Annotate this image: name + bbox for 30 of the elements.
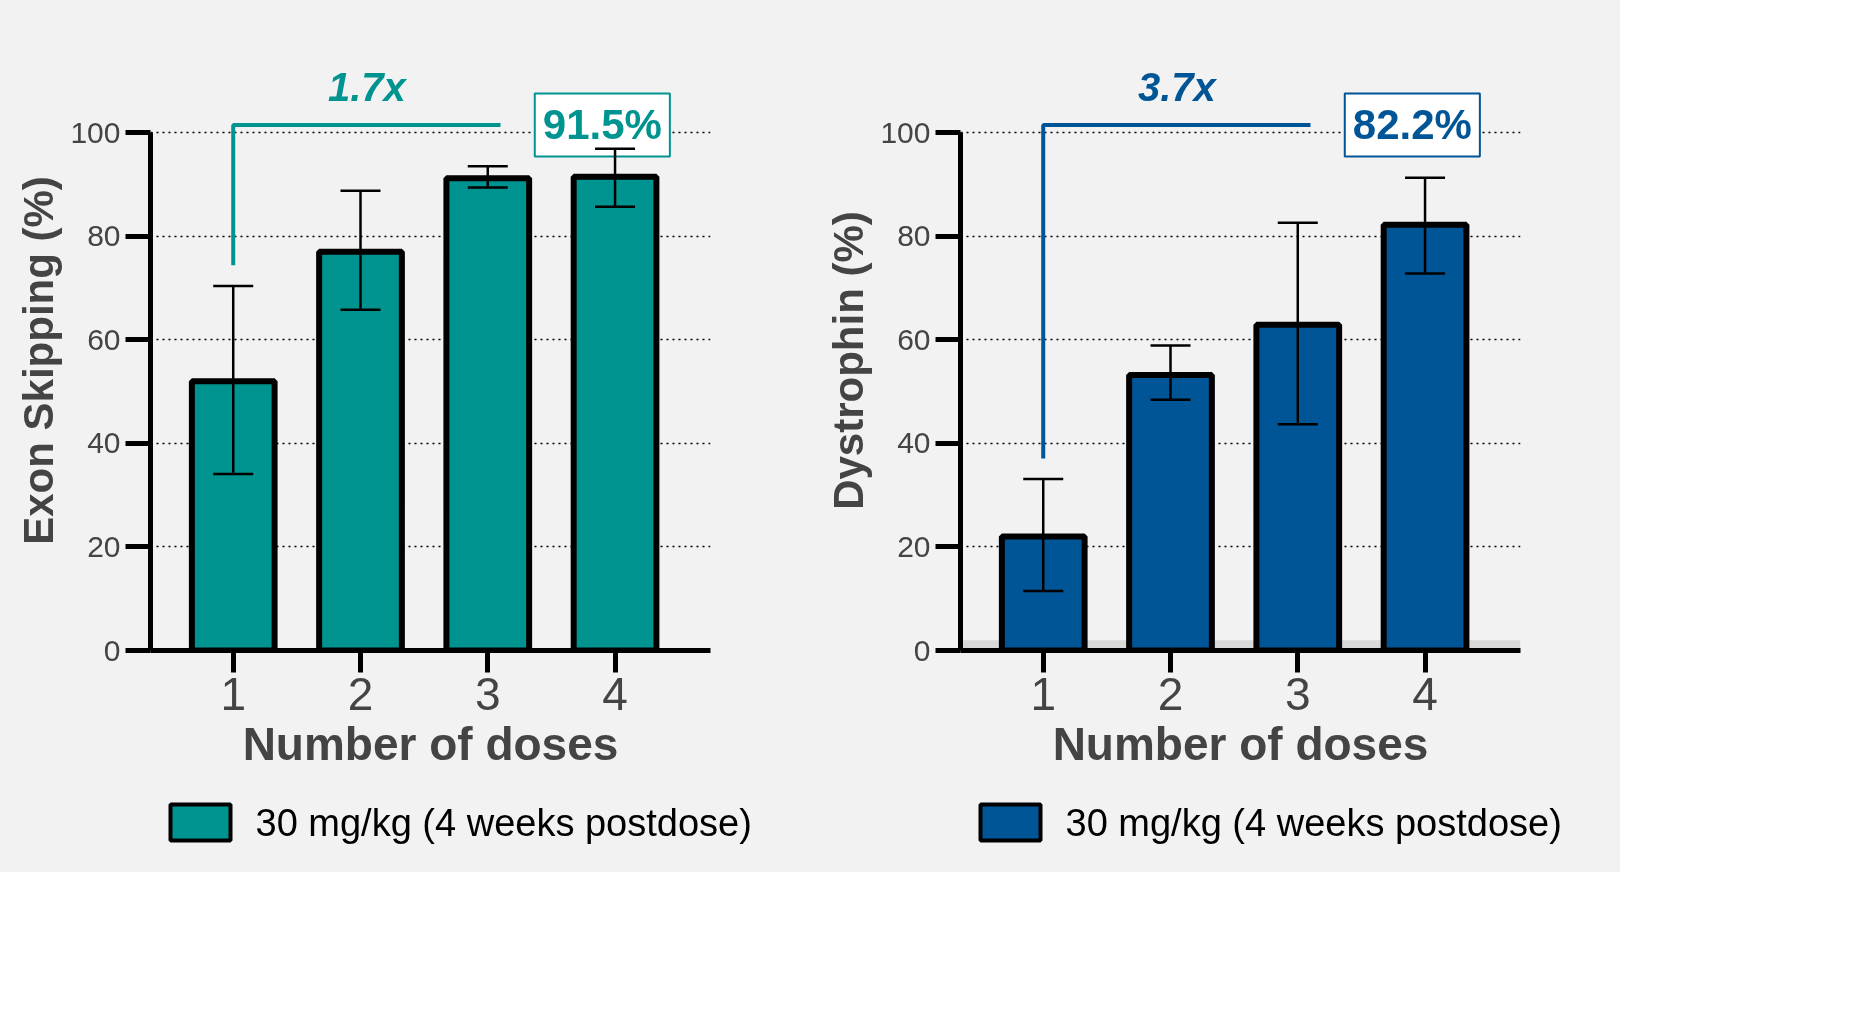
y-tick-label: 40: [897, 426, 931, 460]
annotation: 82.2%: [1352, 101, 1472, 149]
x-axis-title: Number of doses: [1052, 717, 1429, 770]
y-tick-label: 0: [913, 633, 931, 667]
x-tick-label: 1: [1030, 667, 1057, 720]
y-tick-label: 80: [897, 219, 931, 253]
x-tick-label: 4: [1412, 667, 1438, 720]
text: 1.7x: [327, 65, 408, 110]
x-tick-label: 2: [347, 667, 374, 720]
y-tick-label: 20: [87, 529, 121, 563]
annotation: 91.5%: [542, 101, 662, 149]
y-axis-title: Dystrophin (%): [825, 211, 873, 510]
y-tick-label: 60: [87, 322, 121, 356]
y-axis-title: Exon Skipping (%): [15, 176, 63, 545]
legend-label: 30 mg/kg (4 weeks postdose): [1065, 801, 1562, 844]
y-tick-label: 80: [87, 219, 121, 253]
text: 3.7x: [1137, 65, 1218, 110]
x-axis-title: Number of doses: [242, 717, 619, 770]
x-tick-label: 3: [474, 667, 501, 720]
y-tick-label: 100: [70, 115, 121, 149]
y-tick-label: 20: [897, 529, 931, 563]
x-tick-label: 1: [220, 667, 247, 720]
x-tick-label: 3: [1284, 667, 1311, 720]
x-tick-label: 4: [602, 667, 628, 720]
legend-label: 30 mg/kg (4 weeks postdose): [255, 801, 752, 844]
y-tick-label: 0: [103, 633, 121, 667]
x-tick-label: 2: [1157, 667, 1184, 720]
y-tick-label: 100: [880, 115, 931, 149]
y-tick-label: 40: [87, 426, 121, 460]
y-tick-label: 60: [897, 322, 931, 356]
